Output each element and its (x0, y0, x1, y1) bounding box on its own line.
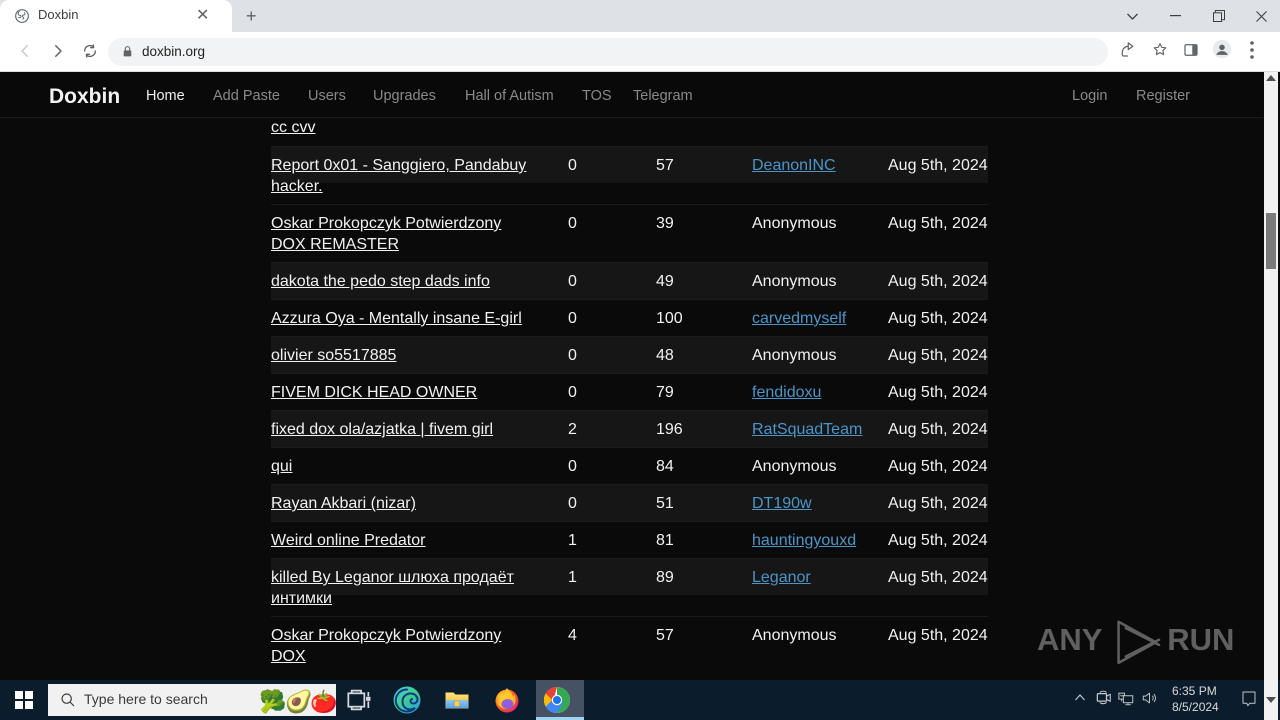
svg-text:ANY: ANY (1037, 622, 1103, 657)
svg-text:RUN: RUN (1167, 622, 1233, 657)
